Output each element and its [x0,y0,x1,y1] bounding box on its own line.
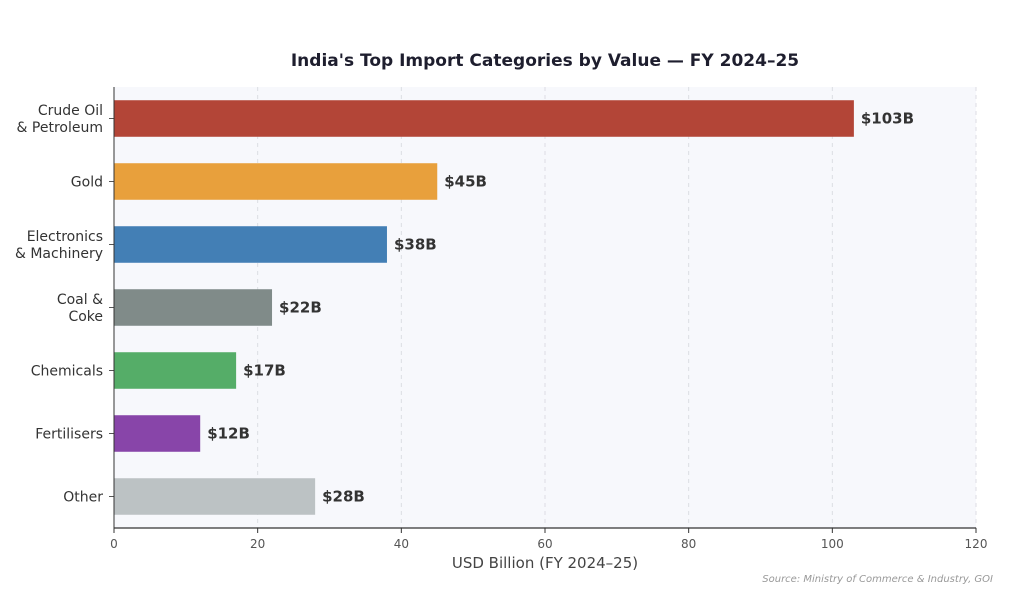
value-label-4: $17B [243,362,286,380]
category-label-4: Chemicals [31,364,103,380]
value-label-0: $103B [861,110,914,128]
bar-5 [114,415,201,452]
bar-1 [114,163,438,200]
x-tick-label-0: 0 [110,537,118,551]
bar-6 [114,478,316,515]
x-tick-label-40: 40 [394,537,409,551]
x-tick-label-20: 20 [250,537,265,551]
x-tick-label-100: 100 [821,537,844,551]
category-label-line: Electronics [27,229,103,245]
category-label-line: & Machinery [15,246,103,262]
bar-0 [114,100,854,137]
bar-2 [114,226,387,263]
x-tick-label-80: 80 [681,537,696,551]
category-label-line: Fertilisers [35,427,103,443]
category-label-line: Chemicals [31,364,103,380]
gridlines [257,87,977,528]
category-label-line: Crude Oil [38,103,103,119]
category-label-6: Other [63,490,103,506]
bar-3 [114,289,273,326]
chart-title: India's Top Import Categories by Value —… [291,51,799,71]
category-label-line: & Petroleum [17,120,103,136]
category-label-line: Coke [68,309,103,325]
value-label-6: $28B [322,488,365,506]
bars: $103B $45B $38B $22B $17B $12B $28B [114,100,914,515]
source-note: Source: Ministry of Commerce & Industry,… [762,574,993,585]
axes: Crude Oil & Petroleum Gold Electronics & Mac… [15,87,987,551]
category-label-3: Coal & Coke [57,292,103,325]
category-label-0: Crude Oil & Petroleum [17,103,103,136]
x-tick-label-60: 60 [537,537,552,551]
value-label-1: $45B [444,173,487,191]
category-label-line: Other [63,490,103,506]
value-label-3: $22B [279,299,322,317]
category-label-line: Coal & [57,292,103,308]
x-axis-label: USD Billion (FY 2024–25) [452,554,638,572]
x-tick-label-120: 120 [965,537,988,551]
category-label-5: Fertilisers [35,427,103,443]
value-label-5: $12B [207,425,250,443]
bar-4 [114,352,237,389]
category-label-2: Electronics & Machinery [15,229,103,262]
category-label-1: Gold [71,175,103,191]
category-label-line: Gold [71,175,103,191]
value-label-2: $38B [394,236,437,254]
